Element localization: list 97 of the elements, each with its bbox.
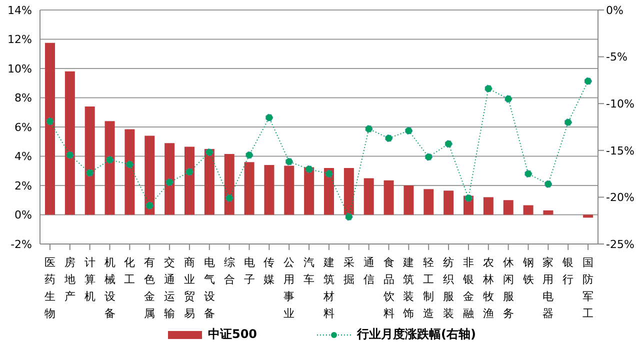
bar [164, 143, 175, 215]
y2-tick-label: -5% [606, 50, 628, 64]
x-tick-label: 建筑材料 [322, 256, 334, 320]
point [504, 95, 512, 103]
y-tick-label: 14% [8, 4, 32, 17]
bar [523, 205, 534, 215]
point [106, 156, 114, 164]
x-tick-label: 综合 [224, 256, 235, 286]
bar [64, 71, 75, 215]
x-tick-label: 通信 [363, 256, 374, 286]
bar [444, 190, 454, 215]
point [126, 160, 134, 168]
point [245, 151, 254, 159]
bar [124, 129, 135, 215]
y-tick-label: 12% [8, 33, 32, 46]
point [166, 178, 174, 186]
bar [45, 42, 55, 215]
bar [344, 168, 354, 215]
point [66, 151, 74, 159]
y-tick-label: -2% [10, 238, 32, 251]
bar [184, 146, 194, 215]
y2-tick-label: 0% [606, 4, 624, 17]
point [464, 194, 472, 202]
point [404, 126, 413, 135]
x-tick-label: 商业贸易 [184, 256, 195, 320]
y-tick-label: 8% [14, 92, 32, 105]
bar [543, 210, 554, 215]
x-tick-label: 非银金融 [462, 256, 474, 320]
point [305, 165, 313, 174]
point [524, 170, 532, 178]
legend-label: 中证500 [208, 326, 258, 343]
y-tick-label: 4% [14, 150, 32, 164]
x-tick-label: 交通运输 [164, 256, 176, 320]
x-tick-label: 房地产 [63, 256, 76, 303]
point [86, 168, 94, 177]
x-tick-label: 休闲服务 [502, 256, 514, 320]
point [544, 180, 552, 188]
point [484, 84, 492, 93]
x-tick-label: 钢铁 [522, 256, 534, 286]
point [444, 140, 452, 148]
x-tick-label: 传媒 [264, 256, 275, 286]
point [285, 158, 294, 166]
x-tick-label: 纺织服装 [443, 256, 454, 320]
x-tick-label: 计算机 [84, 256, 96, 303]
point [225, 194, 234, 202]
x-tick-label: 采掘 [343, 256, 354, 286]
y-tick-label: 2% [14, 179, 32, 192]
x-tick-label: 银行 [562, 256, 574, 286]
y-tick-label: 0% [14, 208, 32, 222]
x-tick-label: 公用事业 [284, 256, 295, 320]
point [584, 77, 592, 86]
point [46, 117, 54, 126]
bar [404, 186, 414, 215]
x-tick-label: 轻工制造 [423, 256, 434, 320]
bar [503, 200, 514, 215]
bar [244, 162, 254, 215]
bar [104, 121, 115, 215]
x-tick-label: 电子 [244, 256, 255, 286]
point [364, 124, 373, 133]
y2-tick-label: -10% [606, 98, 634, 111]
bar [224, 154, 234, 215]
bar [204, 148, 214, 215]
bar [84, 106, 95, 215]
bar [304, 167, 314, 215]
point [186, 168, 194, 176]
bar [144, 136, 155, 215]
point [384, 134, 393, 142]
x-tick-label: 食品饮料 [382, 256, 394, 320]
x-tick-label: 国防军工 [582, 256, 594, 320]
bar [364, 178, 374, 215]
x-tick-label: 电气设备 [204, 256, 215, 320]
y2-tick-label: -20% [606, 191, 634, 204]
x-tick-label: 有色金属 [144, 256, 156, 320]
x-tick-label: 汽车 [304, 256, 315, 286]
point [325, 170, 333, 178]
point [424, 153, 433, 161]
x-tick-label: 建筑装饰 [402, 256, 414, 320]
point [344, 212, 353, 221]
y-tick-label: 6% [14, 120, 32, 134]
x-tick-label: 农林牧渔 [482, 256, 494, 320]
point [265, 114, 274, 122]
y-tick-label: 10% [8, 62, 32, 76]
y2-tick-label: -15% [606, 144, 634, 158]
point [564, 118, 572, 126]
bar [264, 165, 274, 215]
point [205, 148, 214, 156]
bar [284, 166, 294, 215]
bar [384, 180, 394, 215]
y2-tick-label: -25% [606, 238, 634, 251]
point [146, 202, 154, 210]
legend-label: 行业月度涨跌幅(右轴) [357, 326, 476, 343]
x-tick-label: 医药生物 [44, 256, 56, 320]
x-tick-label: 机械设备 [104, 256, 116, 320]
bar [483, 197, 494, 215]
x-tick-label: 家用电器 [542, 256, 554, 320]
bar [424, 189, 434, 215]
x-tick-label: 化工 [124, 256, 136, 286]
